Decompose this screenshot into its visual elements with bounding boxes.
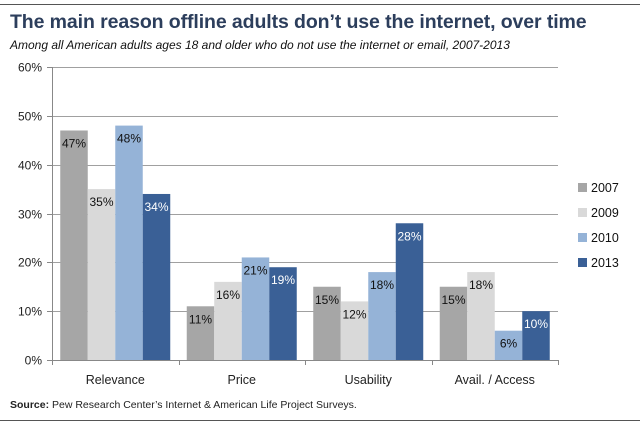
y-tick-label: 50%: [18, 110, 42, 124]
x-category-label: Avail. / Access: [455, 373, 535, 387]
bars: [60, 125, 550, 360]
data-label: 21%: [243, 263, 267, 277]
bar-2007-avail-access: [439, 286, 468, 360]
bar-2013-relevance: [142, 193, 171, 360]
x-category-label: Price: [228, 373, 257, 387]
bar-2013-price: [269, 267, 297, 360]
chart-subtitle: Among all American adults ages 18 and ol…: [10, 38, 510, 52]
top-rule: [0, 4, 640, 5]
data-label: 19%: [271, 273, 295, 287]
bar-2009-price: [214, 281, 242, 360]
x-category-label: Usability: [345, 373, 393, 387]
axes: 0% 10% 20% 30% 40% 50% 60% Relevance Price Usabil…: [18, 61, 559, 387]
legend-swatch-2009: [578, 208, 587, 217]
data-label: 15%: [441, 293, 465, 307]
bar-2010-relevance: [115, 125, 143, 360]
legend-swatch-2010: [578, 233, 587, 242]
source-label: Source:: [10, 399, 50, 411]
legend-swatch-2013: [578, 258, 587, 267]
legend-label-2009: 2009: [591, 206, 619, 220]
y-tick-label: 0%: [25, 354, 43, 368]
legend-swatch-2007: [578, 183, 587, 192]
y-tick-label: 30%: [18, 208, 42, 222]
data-label: 12%: [342, 307, 366, 321]
y-tick-label: 40%: [18, 159, 42, 173]
data-label: 48%: [117, 132, 141, 146]
legend: 2007 2009 2010 2013: [578, 181, 619, 270]
bar-2007-usability: [313, 286, 341, 360]
bar-2010-avail-access: [494, 330, 523, 360]
bar-2013-usability: [395, 223, 424, 360]
legend-label-2007: 2007: [591, 181, 619, 195]
bar-2007-price: [186, 306, 215, 360]
data-labels: 47% 11% 15% 15% 35% 16% 12% 18% 48% 21% 18% 6% 34% 19…: [62, 132, 548, 351]
y-tick-label: 10%: [18, 305, 42, 319]
source-text: Pew Research Center’s Internet & America…: [49, 399, 357, 411]
bar-2009-relevance: [87, 189, 116, 360]
bar-2009-avail-access: [467, 272, 495, 360]
bottom-rule: [0, 420, 640, 421]
data-label: 35%: [89, 195, 113, 209]
data-label: 47%: [62, 136, 86, 150]
data-label: 28%: [397, 229, 421, 243]
bar-2010-usability: [368, 272, 396, 360]
data-label: 18%: [370, 278, 394, 292]
y-tick-label: 60%: [18, 61, 42, 75]
legend-label-2013: 2013: [591, 256, 619, 270]
bar-2009-usability: [340, 301, 369, 360]
chart-title: The main reason offline adults don’t use…: [10, 11, 587, 33]
data-label: 11%: [189, 312, 212, 326]
source-note: Source: Pew Research Center’s Internet &…: [10, 399, 357, 411]
bar-2007-relevance: [60, 130, 88, 360]
data-label: 15%: [315, 293, 339, 307]
data-label: 34%: [144, 200, 168, 214]
data-label: 10%: [524, 317, 548, 331]
x-category-label: Relevance: [86, 373, 145, 387]
y-tick-label: 20%: [18, 256, 42, 270]
data-label: 18%: [469, 278, 493, 292]
data-label: 6%: [500, 337, 518, 351]
legend-label-2010: 2010: [591, 231, 619, 245]
data-label: 16%: [216, 288, 240, 302]
bar-2010-price: [241, 257, 270, 360]
bar-2013-avail-access: [522, 311, 550, 360]
